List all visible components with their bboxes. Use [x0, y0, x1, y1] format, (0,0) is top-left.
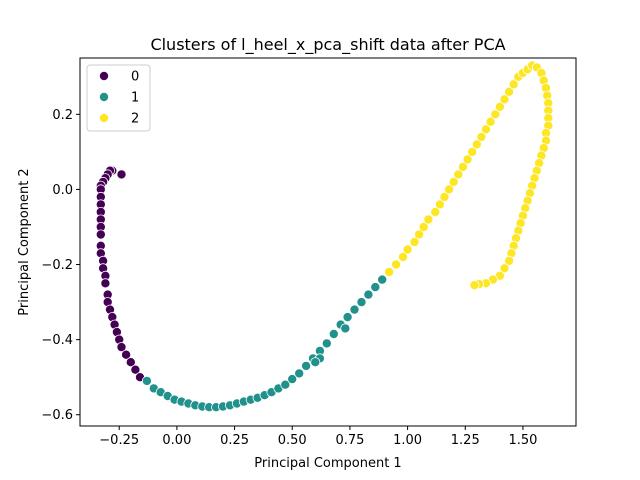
scatter-point — [130, 364, 141, 375]
scatter-point — [294, 368, 305, 379]
scatter-point — [504, 86, 515, 97]
scatter-point — [377, 274, 388, 285]
scatter-point — [485, 116, 496, 127]
legend-label: 0 — [131, 70, 139, 85]
scatter-point — [116, 342, 127, 353]
scatter-point — [430, 206, 441, 217]
scatter-point — [409, 236, 420, 247]
scatter-point — [453, 169, 464, 180]
scatter-point — [397, 251, 408, 262]
scatter-point — [469, 280, 480, 291]
legend-label: 1 — [131, 91, 139, 106]
scatter-point — [499, 94, 510, 105]
scatter-point — [287, 374, 298, 385]
x-tick-label: 1.25 — [451, 433, 480, 448]
scatter-point — [490, 109, 501, 120]
scatter-point — [462, 154, 473, 165]
legend-marker — [99, 92, 110, 103]
scatter-point — [439, 191, 450, 202]
x-tick-label: 0.25 — [220, 433, 249, 448]
scatter-point — [476, 131, 487, 142]
scatter-point — [499, 263, 510, 274]
x-tick-label: 1.50 — [508, 433, 537, 448]
scatter-point — [391, 259, 402, 270]
scatter-point — [100, 278, 111, 289]
scatter-point — [116, 169, 127, 180]
scatter-point — [414, 229, 425, 240]
scatter-point — [356, 297, 367, 308]
y-tick-label: −0.4 — [41, 333, 73, 348]
legend-label: 2 — [131, 112, 139, 127]
scatter-point — [301, 360, 312, 371]
scatter-point — [328, 328, 339, 339]
y-tick-label: −0.6 — [41, 408, 73, 423]
scatter-point — [125, 357, 136, 368]
scatter-point — [457, 161, 468, 172]
scatter-point — [508, 79, 519, 90]
scatter-point — [95, 229, 106, 240]
scatter-point — [280, 379, 291, 390]
scatter-point — [471, 139, 482, 150]
y-tick-label: 0.2 — [52, 108, 73, 123]
scatter-point — [340, 323, 351, 334]
scatter-point — [434, 199, 445, 210]
x-tick-label: 1.00 — [393, 433, 422, 448]
scatter-point — [494, 101, 505, 112]
scatter-point — [321, 338, 332, 349]
scatter-point — [384, 266, 395, 277]
scatter-point — [423, 214, 434, 225]
y-axis-label: Principal Component 2 — [17, 168, 32, 315]
scatter-point — [141, 375, 152, 386]
scatter-point — [467, 146, 478, 157]
scatter-point — [349, 304, 360, 315]
scatter-point — [402, 244, 413, 255]
y-tick-label: −0.2 — [41, 258, 73, 273]
x-tick-label: 0.00 — [162, 433, 191, 448]
x-tick-label: −0.25 — [99, 433, 139, 448]
scatter-point — [310, 357, 321, 368]
legend: 0 1 2 — [86, 64, 151, 132]
scatter-point — [342, 312, 353, 323]
axes-frame — [79, 57, 577, 427]
legend-marker — [99, 71, 110, 82]
scatter-point — [480, 124, 491, 135]
legend-marker — [99, 113, 110, 124]
scatter-point — [444, 184, 455, 195]
x-tick-label: 0.50 — [278, 433, 307, 448]
y-tick-label: 0.0 — [52, 183, 73, 198]
legend-box — [86, 64, 151, 132]
scatter-point — [121, 349, 132, 360]
scatter-point — [363, 289, 374, 300]
scatter-point — [504, 255, 515, 266]
x-tick-label: 0.75 — [335, 433, 364, 448]
scatter-point — [448, 176, 459, 187]
ticks: −0.25 0.00 0.25 0.50 0.75 1.00 1.25 1.50 −0.6 −0.… — [41, 108, 537, 448]
plot-area — [95, 60, 554, 413]
chart-title: Clusters of l_heel_x_pca_shift data afte… — [150, 35, 505, 55]
x-axis-label: Principal Component 1 — [254, 456, 401, 471]
scatter-point — [418, 221, 429, 232]
scatter-point — [370, 282, 381, 293]
